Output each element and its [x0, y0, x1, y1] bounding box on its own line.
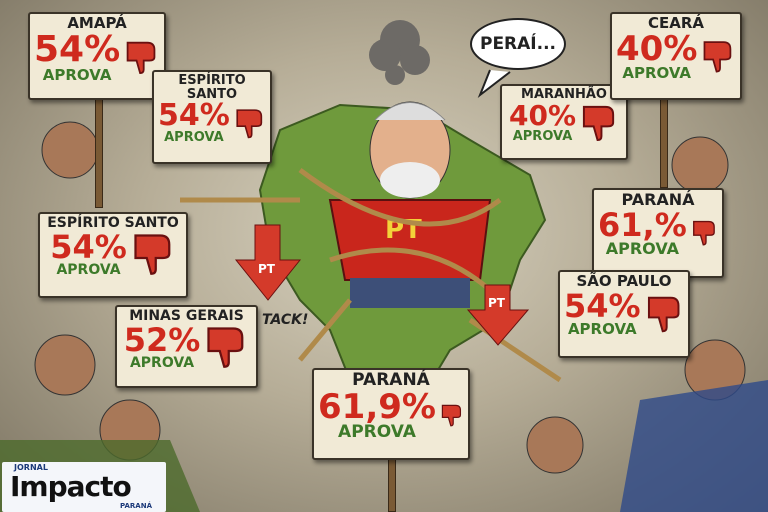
sign-state: CEARÁ [647, 14, 705, 32]
arrow-down-icon [466, 284, 530, 346]
protest-sign: MINAS GERAIS 52% APROVA [115, 305, 258, 388]
thumbs-down-icon [441, 405, 461, 427]
sign-percent: 61,9% [318, 386, 436, 427]
thumbs-down-icon [236, 109, 262, 139]
logo-bottom: PARANÁ [120, 502, 152, 510]
sign-state: MARANHÃO [521, 87, 607, 102]
thumbs-down-icon [134, 234, 171, 276]
thumbs-down-icon [126, 42, 156, 75]
sign-caption: APROVA [42, 65, 112, 84]
thumbs-down-icon [692, 221, 715, 246]
sign-percent: 54% [564, 286, 641, 325]
sign-caption: APROVA [622, 63, 692, 82]
sign-caption: APROVA [567, 319, 637, 338]
protest-sign: ESPÍRITO SANTO 54% APROVA [152, 70, 272, 164]
smoke-cloud-icon [369, 20, 430, 85]
sign-percent: 54% [34, 28, 121, 70]
sign-state: ESPÍRITO SANTO [47, 215, 179, 231]
sign-state: AMAPÁ [67, 14, 127, 32]
protest-sign: AMAPÁ 54% APROVA [28, 12, 166, 100]
sign-state: PARANÁ [621, 190, 695, 209]
logo-top: JORNAL [14, 463, 48, 472]
sign-percent: 40% [508, 98, 577, 132]
protest-sign: MARANHÃO 40% APROVA [500, 84, 628, 160]
sign-caption: APROVA [56, 261, 121, 278]
sign-caption: APROVA [129, 354, 195, 371]
thumbs-down-icon [207, 327, 244, 369]
jornal-impacto-logo: JORNAL Impacto PARANÁ [2, 462, 166, 512]
protest-sign: PARANÁ 61,9% APROVA [312, 368, 470, 460]
sign-caption: APROVA [605, 238, 680, 258]
sign-stick [95, 98, 103, 208]
arrow-label: PT [258, 262, 275, 276]
protesters [34, 121, 746, 474]
sign-state: SÃO PAULO [576, 272, 672, 290]
sign-stick [660, 98, 668, 188]
sign-percent: 54% [50, 227, 127, 266]
sign-caption: APROVA [338, 421, 416, 442]
sign-percent: 54% [158, 98, 230, 134]
thumbs-down-icon [582, 105, 615, 141]
sign-stick [388, 458, 396, 512]
sign-caption: APROVA [164, 130, 224, 146]
sign-percent: 52% [123, 320, 201, 359]
thumbs-down-icon [703, 41, 732, 73]
protest-sign: CEARÁ 40% APROVA [610, 12, 742, 100]
speech-bubble: PERAÍ... [470, 18, 566, 70]
protest-sign: ESPÍRITO SANTO 54% APROVA [38, 212, 188, 298]
protest-sign: SÃO PAULO 54% APROVA [558, 270, 690, 358]
sign-percent: 40% [616, 28, 698, 69]
sign-state: MINAS GERAIS [129, 308, 244, 324]
arrow-label: PT [488, 296, 505, 310]
sign-caption: APROVA [512, 128, 573, 144]
arrow-down-icon [234, 224, 302, 301]
sign-percent: 61,% [598, 205, 687, 244]
logo-name: Impacto [10, 470, 132, 503]
sign-state: PARANÁ [352, 370, 430, 390]
ropes [180, 167, 562, 383]
protest-sign: PARANÁ 61,% APROVA [592, 188, 724, 278]
sign-state: ESPÍRITO SANTO [178, 73, 246, 102]
sound-effect: TACK! [262, 312, 309, 328]
thumbs-down-icon [647, 296, 680, 332]
